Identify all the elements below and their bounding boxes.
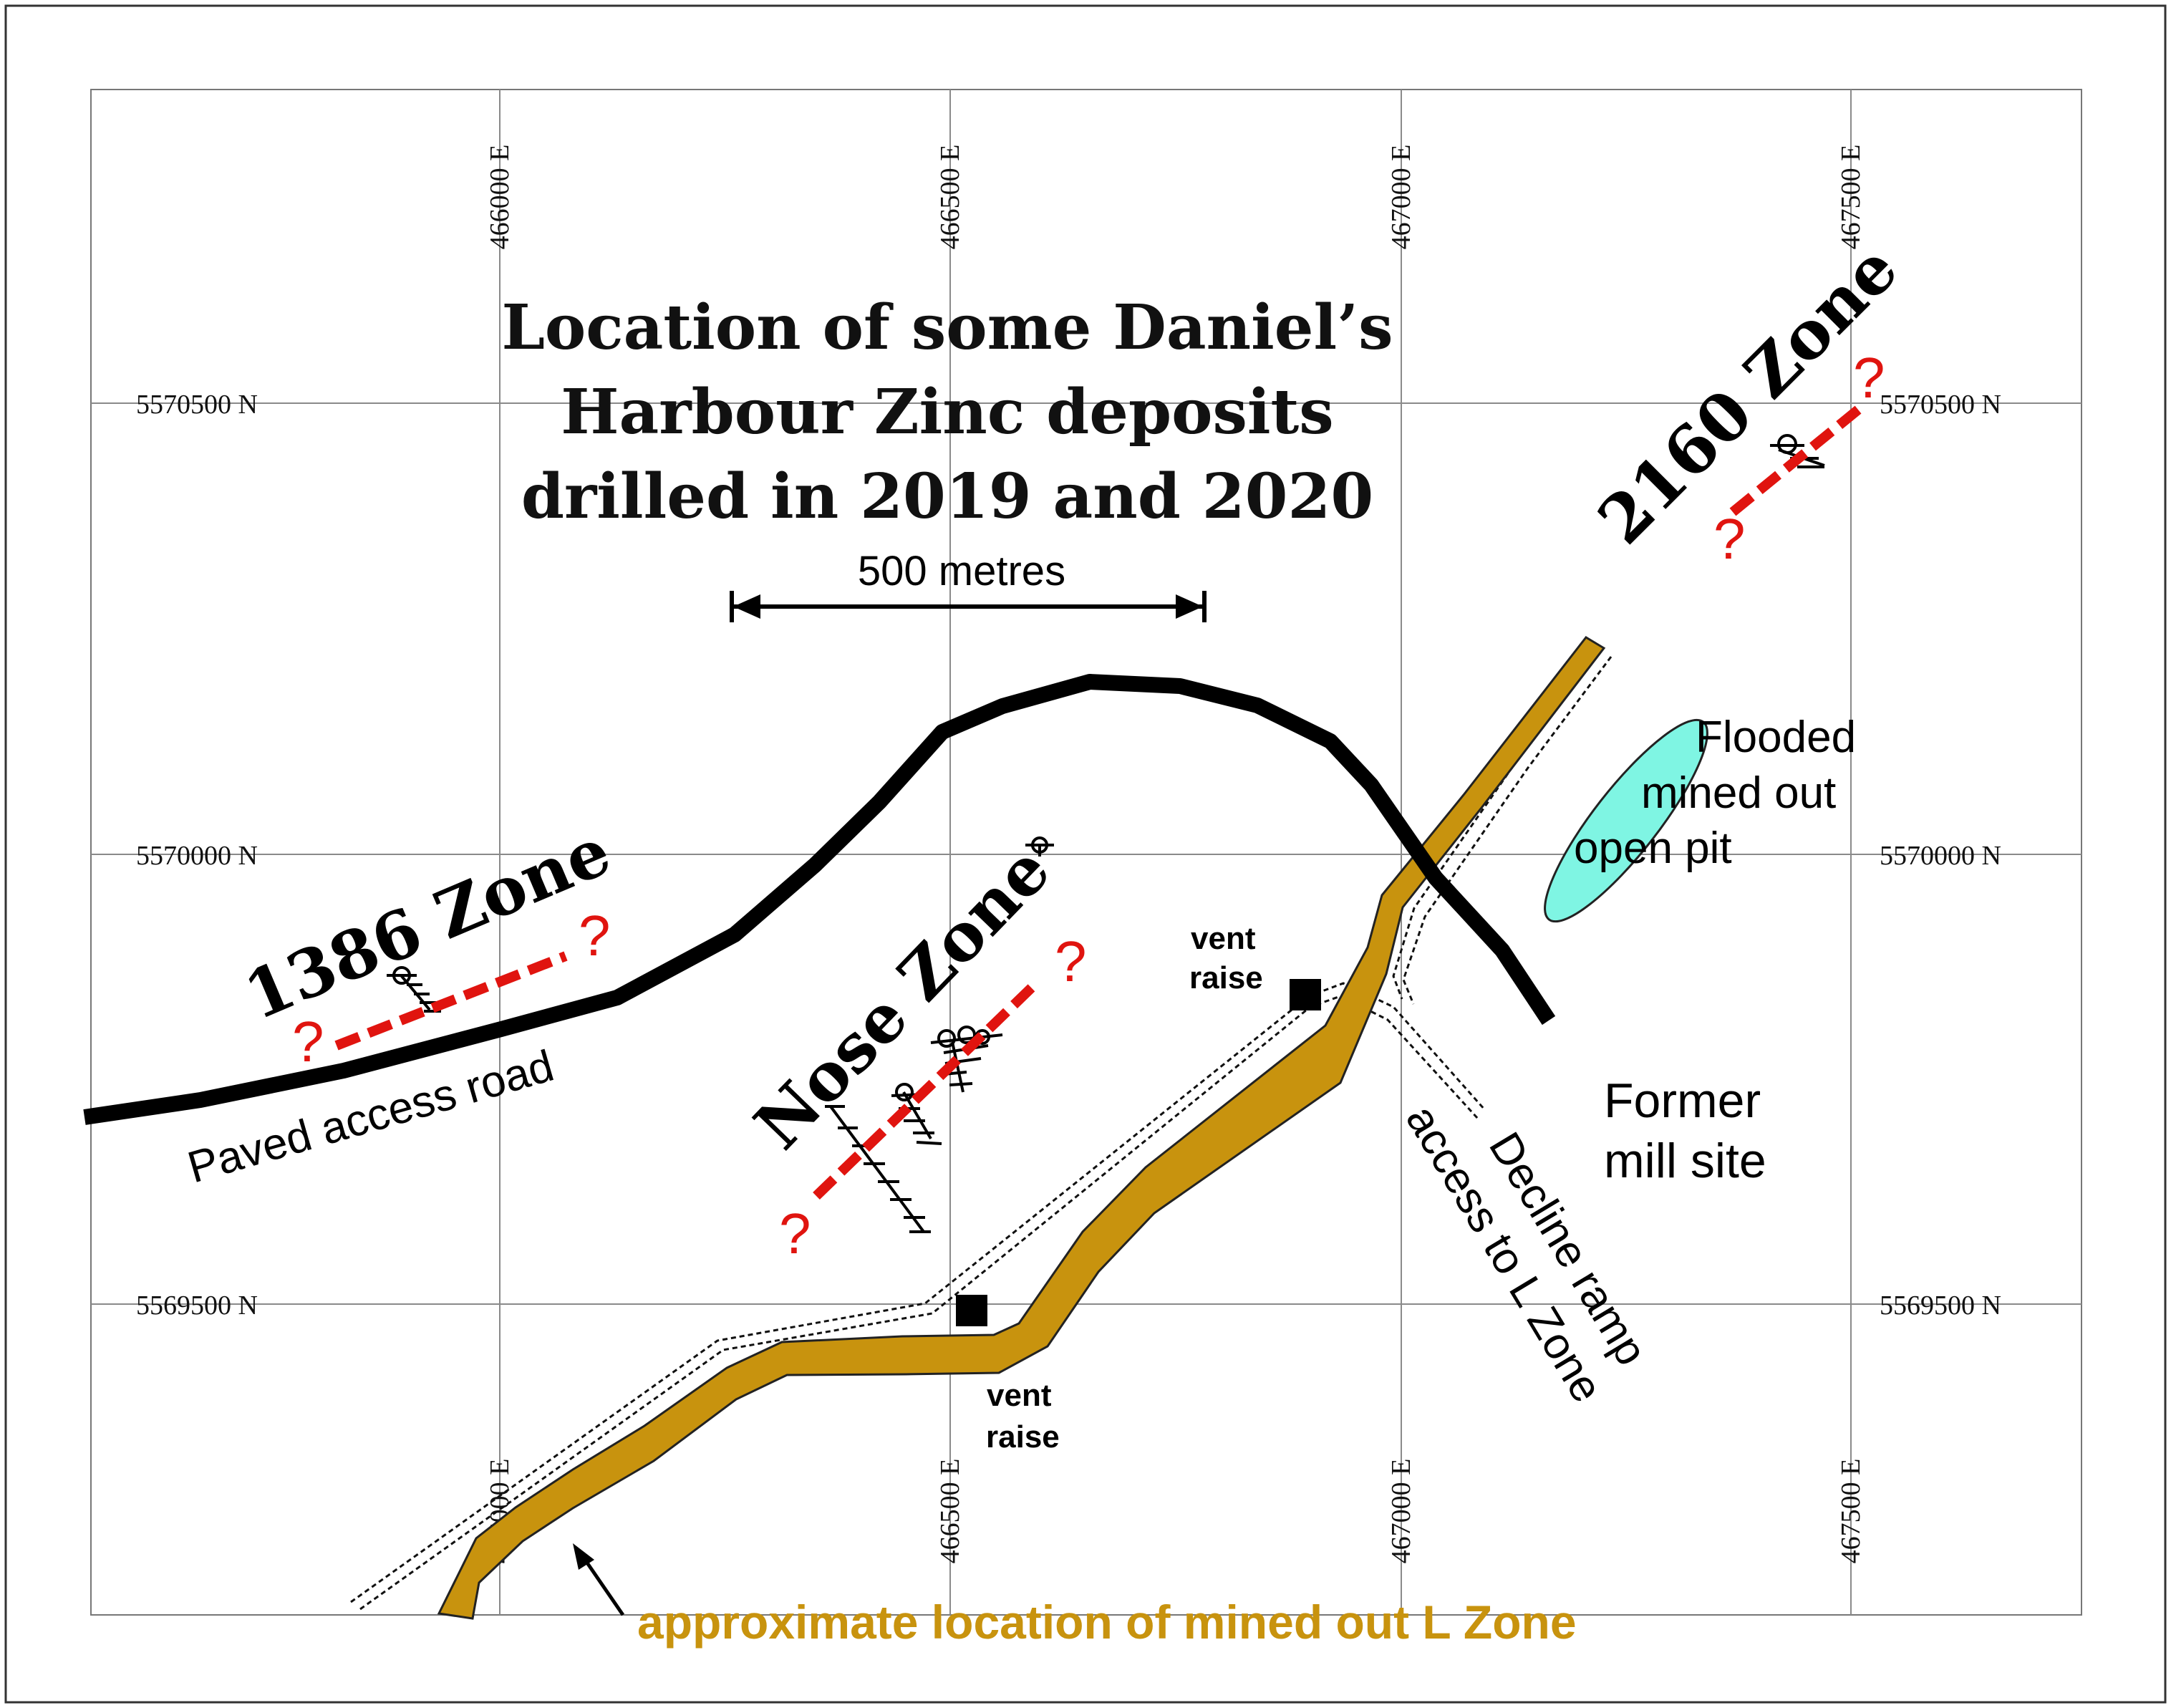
northing-left-5570500: 5570500 N xyxy=(136,390,258,420)
easting-top-466000: 466000 E xyxy=(485,145,515,250)
open-pit-label-line3: open pit xyxy=(1574,824,1732,873)
question-mark-2160-south: ? xyxy=(1713,507,1746,571)
question-mark-nose-south: ? xyxy=(779,1202,811,1265)
outer-frame xyxy=(4,4,2167,1704)
flooded-open-pit xyxy=(1544,718,1708,923)
mill-site-label-line1: Former xyxy=(1604,1073,1761,1128)
trend-line-2160 xyxy=(1729,402,1865,516)
vent-raise-lower xyxy=(956,1295,987,1326)
drill-holes xyxy=(387,434,1825,1233)
l-zone-mined-out xyxy=(437,636,1606,1620)
trend-line-nose xyxy=(813,980,1038,1200)
easting-bottom-467500: 467500 E xyxy=(1836,1459,1866,1564)
paved-access-road xyxy=(83,674,1556,1125)
northing-left-5569500: 5569500 N xyxy=(136,1290,258,1321)
question-mark-1386-west: ? xyxy=(292,1010,324,1073)
easting-bottom-467000: 467000 E xyxy=(1386,1459,1416,1564)
vent-raise-upper xyxy=(1290,979,1321,1010)
question-mark-1386-east: ? xyxy=(579,904,611,968)
scale-bar xyxy=(730,591,1207,622)
drill-hole-cluster-nose xyxy=(825,836,1054,1233)
map-neatline xyxy=(90,89,2082,1616)
l-zone-arrow xyxy=(573,1543,625,1616)
question-mark-nose-north: ? xyxy=(1055,930,1087,993)
vent-raise-upper-label-1: vent xyxy=(1191,921,1256,956)
drill-hole-cluster-1386 xyxy=(387,966,441,1013)
easting-top-466500: 466500 E xyxy=(935,145,965,250)
vent-raise-lower-label-2: raise xyxy=(986,1419,1060,1454)
trend-line-1386 xyxy=(334,951,568,1051)
northing-right-5570000: 5570000 N xyxy=(1880,841,2001,871)
vent-raise-upper-label-2: raise xyxy=(1189,960,1263,995)
map-title-line3: drilled in 2019 and 2020 xyxy=(521,460,1373,533)
question-mark-2160-north: ? xyxy=(1853,346,1885,410)
scale-bar-label: 500 metres xyxy=(858,548,1065,594)
easting-top-467000: 467000 E xyxy=(1386,145,1416,250)
northing-left-5570000: 5570000 N xyxy=(136,841,258,871)
open-pit-label-line2: mined out xyxy=(1641,768,1836,818)
easting-bottom-466500: 466500 E xyxy=(935,1459,965,1564)
trend-lines xyxy=(334,402,1865,1200)
l-zone-label: approximate location of mined out L Zone xyxy=(637,1596,1577,1649)
mill-site-label-line2: mill site xyxy=(1604,1134,1766,1188)
northing-right-5570500: 5570500 N xyxy=(1880,390,2001,420)
northing-right-5569500: 5569500 N xyxy=(1880,1290,2001,1321)
easting-top-467500: 467500 E xyxy=(1836,145,1866,250)
map-title-line2: Harbour Zinc deposits xyxy=(561,376,1333,448)
open-pit-label-line1: Flooded xyxy=(1696,713,1856,762)
vent-raise-lower-label-1: vent xyxy=(987,1378,1052,1413)
map-title-line1: Location of some Daniel’s xyxy=(501,291,1393,364)
